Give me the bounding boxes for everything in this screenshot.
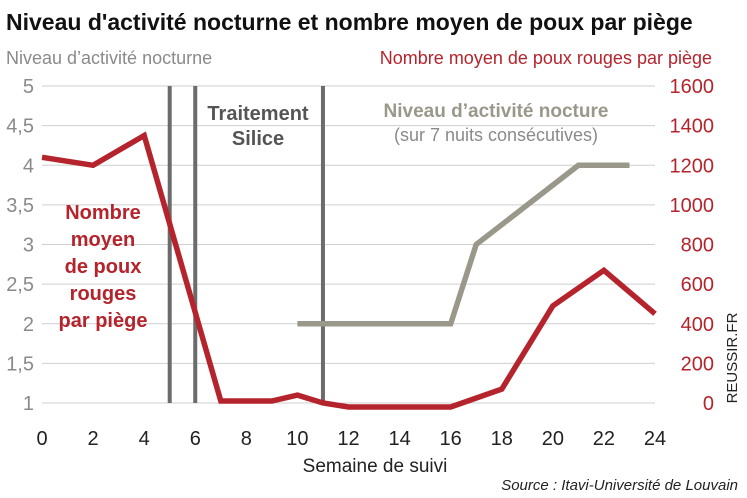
credit-text: REUSSIR.FR	[724, 312, 741, 403]
x-tick-label: 0	[36, 428, 47, 450]
x-axis-label: Semaine de suivi	[303, 456, 448, 477]
lice-count-line	[41, 131, 657, 410]
treatment-lines	[167, 86, 325, 403]
grid	[42, 85, 655, 404]
x-tick-label: 10	[286, 428, 308, 450]
activity-level-line	[297, 162, 630, 327]
red-label-line5: par piège	[59, 310, 148, 332]
red-label-line3: de poux	[65, 256, 142, 278]
y-right-axis-label: Nombre moyen de poux rouges par piège	[380, 48, 712, 68]
x-tick-label: 14	[388, 428, 410, 450]
y-left-tick-label: 5	[23, 76, 34, 98]
y-right-tick-label: 600	[681, 274, 714, 296]
y-left-tick-label: 4	[23, 155, 34, 177]
y-left-tick-label: 2,5	[6, 274, 34, 296]
gray-series-label: Niveau d’activité nocture	[384, 101, 609, 122]
x-tick-label: 20	[542, 428, 564, 450]
y-right-tick-label: 0	[703, 393, 714, 415]
x-tick-label: 4	[139, 428, 150, 450]
y-right-tick-label: 400	[681, 314, 714, 336]
treatment-label-line1: Traitement	[207, 103, 308, 125]
chart-title: Niveau d'activité nocturne et nombre moy…	[6, 9, 693, 35]
y-right-ticks: 0 200 400 600 800 1000 1200 1400 1600	[670, 76, 715, 415]
y-left-ticks: 1 1,5 2 2,5 3 3,5 4 4,5 5	[6, 76, 34, 415]
y-left-tick-label: 4,5	[6, 116, 34, 138]
y-right-tick-label: 1600	[670, 76, 715, 98]
source-note: Source : Itavi-Université de Louvain	[501, 477, 738, 494]
x-tick-label: 6	[190, 428, 201, 450]
x-tick-label: 18	[491, 428, 513, 450]
y-left-tick-label: 1,5	[6, 353, 34, 375]
x-tick-label: 12	[337, 428, 359, 450]
y-right-tick-label: 200	[681, 353, 714, 375]
red-series-label: Nombre moyen de poux rouges par piège	[59, 202, 148, 332]
x-tick-label: 22	[593, 428, 615, 450]
x-tick-label: 2	[88, 428, 99, 450]
y-right-tick-label: 800	[681, 235, 714, 257]
y-right-tick-label: 1200	[670, 155, 715, 177]
red-label-line2: moyen	[71, 229, 135, 251]
y-left-tick-label: 3,5	[6, 195, 34, 217]
y-left-tick-label: 3	[23, 235, 34, 257]
y-right-tick-label: 1400	[670, 116, 715, 138]
y-right-tick-label: 1000	[670, 195, 715, 217]
red-label-line4: rouges	[70, 283, 137, 305]
x-ticks: 0 2 4 6 8 10 12 14 16 18 20 22 24	[36, 428, 666, 450]
x-tick-label: 16	[440, 428, 462, 450]
y-left-tick-label: 2	[23, 314, 34, 336]
series-lines	[41, 131, 657, 410]
treatment-label-line2: Silice	[232, 128, 284, 150]
x-tick-label: 24	[644, 428, 666, 450]
x-tick-label: 8	[241, 428, 252, 450]
y-left-tick-label: 1	[23, 393, 34, 415]
red-label-line1: Nombre	[65, 202, 141, 224]
gray-series-sublabel: (sur 7 nuits consécutives)	[394, 125, 598, 145]
y-left-axis-label: Niveau d’activité nocturne	[6, 48, 212, 68]
